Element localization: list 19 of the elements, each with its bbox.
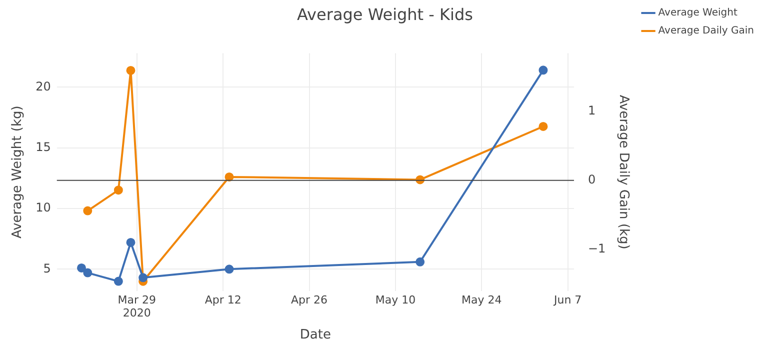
x-tick-label: Apr 26 — [291, 293, 328, 306]
legend-label: Average Daily Gain — [658, 26, 754, 37]
y2-tick-label: 0 — [588, 172, 596, 187]
y2-tick-label: 1 — [588, 103, 596, 118]
x-tick-label: May 24 — [462, 293, 502, 306]
y-tick-label: 20 — [36, 79, 51, 94]
chart-title: Average Weight - Kids — [297, 4, 473, 24]
legend-label: Average Weight — [658, 8, 738, 19]
x-axis-title: Date — [300, 328, 331, 343]
x-tick-label: Jun 7 — [552, 293, 582, 306]
x-tick-label: May 10 — [375, 293, 416, 306]
x-tick-label: Apr 12 — [204, 293, 242, 306]
y-axis-title: Average Weight (kg) — [10, 106, 26, 239]
y-tick-label: 15 — [36, 140, 51, 154]
x-tick-label: Mar 29 2020 — [118, 293, 156, 320]
y2-axis-title: Average Daily Gain (kg) — [616, 94, 632, 250]
y-tick-label: 10 — [36, 200, 51, 215]
y-tick-label: 5 — [43, 261, 51, 276]
y2-tick-label: −1 — [588, 242, 606, 256]
